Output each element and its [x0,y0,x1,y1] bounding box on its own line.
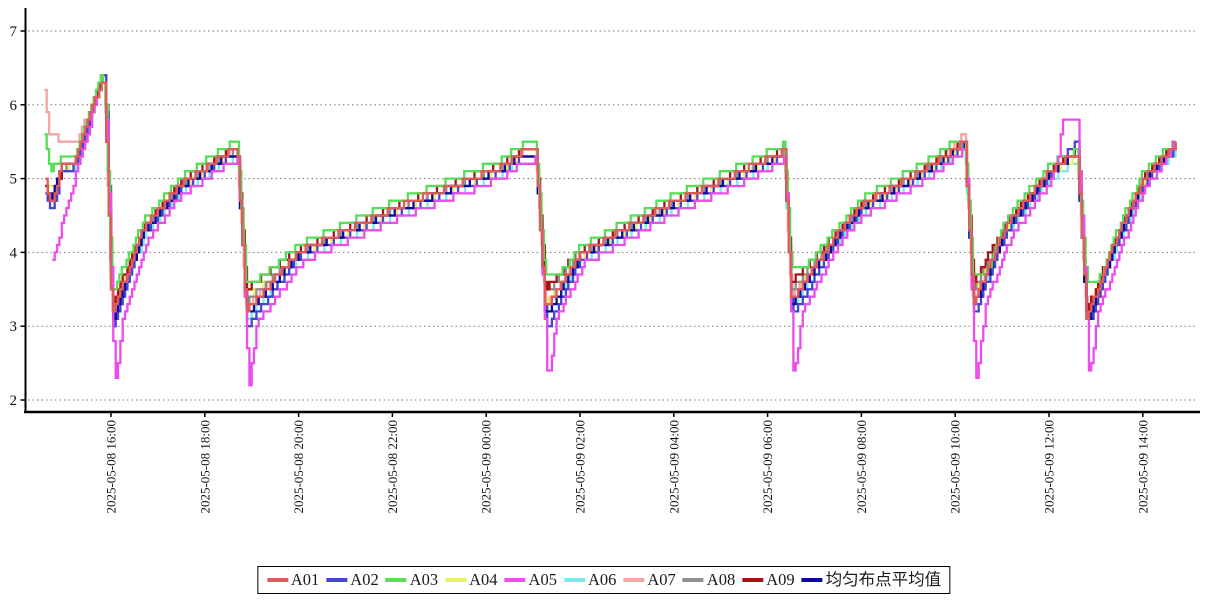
y-tick-label: 5 [10,172,18,188]
y-tick-label: 7 [10,24,18,40]
legend-item-label: A03 [409,570,439,589]
x-tick-label: 2025-05-09 02:00 [573,420,588,514]
x-tick-label: 2025-05-09 06:00 [760,420,775,514]
legend-swatch [623,578,645,582]
x-tick-label: 2025-05-09 10:00 [948,420,963,514]
series-line-A01 [45,81,1177,320]
legend-swatch [801,578,823,582]
series-lines [44,74,1177,387]
y-tick-label: 4 [10,245,18,261]
y-tick-labels: 2 3 4 5 6 7 [10,24,18,409]
series-line-A04 [45,81,1176,320]
y-tick-label: 3 [10,319,18,335]
axes [20,8,1200,417]
legend-item-label: A07 [647,570,676,589]
x-tick-label: 2025-05-08 22:00 [385,420,400,514]
legend-item: A09 [742,570,795,590]
legend-swatch [266,578,288,582]
legend-item: 均匀布点平均值 [801,570,942,590]
legend-swatch [326,578,348,582]
legend-item: A05 [504,570,557,590]
x-tick-label: 2025-05-08 18:00 [197,420,212,514]
legend-item-label: A04 [469,570,498,589]
legend-swatch [682,578,704,582]
series-line-A06 [45,81,1177,320]
legend-swatch [563,578,585,582]
legend-swatch [385,578,407,582]
series-line-A05 [52,81,1176,387]
series-line-A02 [45,74,1176,328]
legend-item-label: A08 [706,570,736,589]
x-tick-label: 2025-05-09 12:00 [1042,420,1057,514]
legend-item-label: A02 [350,570,379,589]
x-tick-label: 2025-05-09 14:00 [1135,420,1150,514]
legend-item: A01 [266,570,320,590]
legend-item-label: A01 [290,570,320,589]
x-tick-label: 2025-05-09 08:00 [854,420,869,514]
legend-item-label: 均匀布点平均值 [825,570,942,589]
y-tick-label: 2 [10,393,18,409]
legend-item-label: A06 [587,570,617,589]
series-line-A09 [45,81,1177,313]
x-tick-label: 2025-05-09 00:00 [479,420,494,514]
chart-legend: A01 A02 A03 A04 A05 A06 A07 A08 A09 均匀布点平均值 [256,566,951,594]
legend-item: A04 [445,570,498,590]
x-tick-label: 2025-05-08 20:00 [291,420,306,514]
x-tick-label: 2025-05-08 16:00 [104,420,119,514]
series-line-A07 [44,81,1176,313]
legend-swatch [445,578,467,582]
x-tick-label: 2025-05-09 04:00 [666,420,681,514]
legend-item-label: A09 [766,570,795,589]
legend-item: A02 [326,570,379,590]
legend-item-label: A05 [528,570,557,589]
series-line-A08 [45,74,1176,320]
x-tick-labels: 2025-05-08 16:00 2025-05-08 18:00 2025-05-… [104,420,1151,514]
y-tick-label: 6 [10,98,18,114]
legend-item: A07 [623,570,676,590]
gridlines [28,30,1197,401]
legend-item: A08 [682,570,736,590]
legend-swatch [504,578,526,582]
legend-swatch [742,578,764,582]
series-line-均匀布点平均值 [45,81,1176,320]
legend-item: A06 [563,570,617,590]
series-line-A03 [44,74,1176,291]
legend-item: A03 [385,570,439,590]
